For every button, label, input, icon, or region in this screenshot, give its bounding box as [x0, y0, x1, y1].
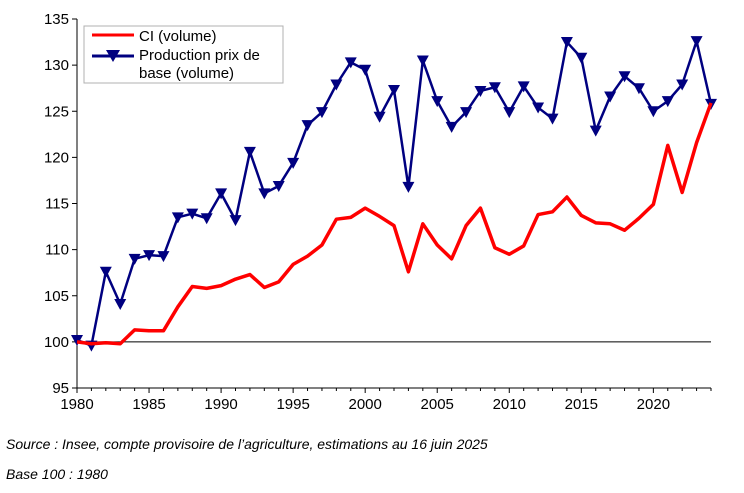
data-point-production	[373, 111, 386, 123]
data-point-production	[71, 335, 83, 347]
source-note: Source : Insee, compte provisoire de l’a…	[6, 436, 488, 452]
y-tick-label: 125	[44, 103, 69, 120]
x-tick-label: 2005	[421, 396, 454, 413]
data-point-production	[171, 212, 184, 224]
data-point-production	[503, 107, 516, 119]
data-point-production	[301, 120, 314, 132]
data-point-production	[474, 85, 487, 97]
data-point-production	[460, 107, 473, 119]
x-tick-label: 1990	[204, 396, 237, 413]
legend-label-ci: CI (volume)	[139, 28, 217, 45]
data-point-production	[215, 188, 228, 200]
x-tick-label: 2000	[348, 396, 381, 413]
y-tick-label: 95	[52, 380, 69, 397]
data-point-production	[661, 96, 674, 108]
legend-marker-production	[106, 50, 120, 62]
data-point-production	[287, 157, 300, 169]
data-point-production	[243, 146, 256, 158]
data-point-production	[359, 64, 372, 76]
data-point-production	[186, 208, 199, 220]
data-point-production	[532, 102, 545, 114]
line-chart: 95 100 105 110 115 120 125 130 135 1980 1985 1990 19…	[44, 11, 717, 413]
x-tick-label: 2015	[565, 396, 598, 413]
chart-axes	[72, 18, 712, 393]
data-point-production	[229, 215, 242, 227]
data-point-production	[445, 121, 458, 133]
data-point-production	[388, 85, 400, 97]
data-point-production	[99, 266, 112, 278]
data-point-production	[272, 180, 285, 192]
data-point-production	[632, 83, 645, 95]
data-point-production	[128, 253, 141, 265]
data-point-production	[546, 113, 559, 125]
y-tick-label: 105	[44, 288, 69, 305]
data-point-production	[416, 55, 429, 67]
x-tick-label: 1985	[132, 396, 165, 413]
data-point-production	[618, 71, 631, 83]
data-point-production	[604, 91, 617, 103]
y-tick-label: 110	[45, 242, 69, 259]
data-point-production	[258, 188, 271, 200]
data-point-production	[517, 81, 530, 93]
data-point-production	[690, 36, 703, 48]
data-point-production	[676, 79, 689, 91]
data-point-production	[589, 125, 602, 137]
y-tick-label: 135	[44, 11, 69, 28]
legend: CI (volume) Production prix de base (vol…	[83, 25, 284, 84]
data-point-production	[560, 37, 573, 49]
x-tick-label: 2010	[493, 396, 526, 413]
data-point-production	[143, 250, 156, 262]
data-point-production	[114, 299, 127, 311]
base-note: Base 100 : 1980	[6, 466, 108, 482]
data-point-production	[315, 107, 328, 119]
data-point-production	[431, 96, 444, 108]
data-point-production	[488, 82, 501, 94]
y-tick-label: 100	[44, 334, 69, 351]
data-point-production	[344, 57, 357, 69]
series-group	[71, 36, 717, 352]
tick-labels: 95 100 105 110 115 120 125 130 135 1980 1985 1990 19…	[44, 11, 670, 413]
legend-label-production-line1: Production prix de	[139, 47, 260, 64]
x-tick-label: 1995	[276, 396, 309, 413]
x-tick-label: 2020	[637, 396, 670, 413]
data-point-production	[330, 79, 343, 91]
data-point-production	[402, 181, 415, 193]
data-point-production	[575, 52, 588, 64]
series-line-ci	[76, 102, 713, 346]
data-point-production	[647, 106, 660, 118]
y-tick-label: 120	[44, 149, 69, 166]
data-point-production	[157, 251, 170, 263]
x-tick-label: 1980	[60, 396, 93, 413]
data-point-production	[200, 213, 213, 225]
legend-label-production-line2: base (volume)	[139, 65, 234, 82]
y-tick-label: 130	[44, 57, 69, 74]
y-tick-label: 115	[45, 196, 69, 213]
